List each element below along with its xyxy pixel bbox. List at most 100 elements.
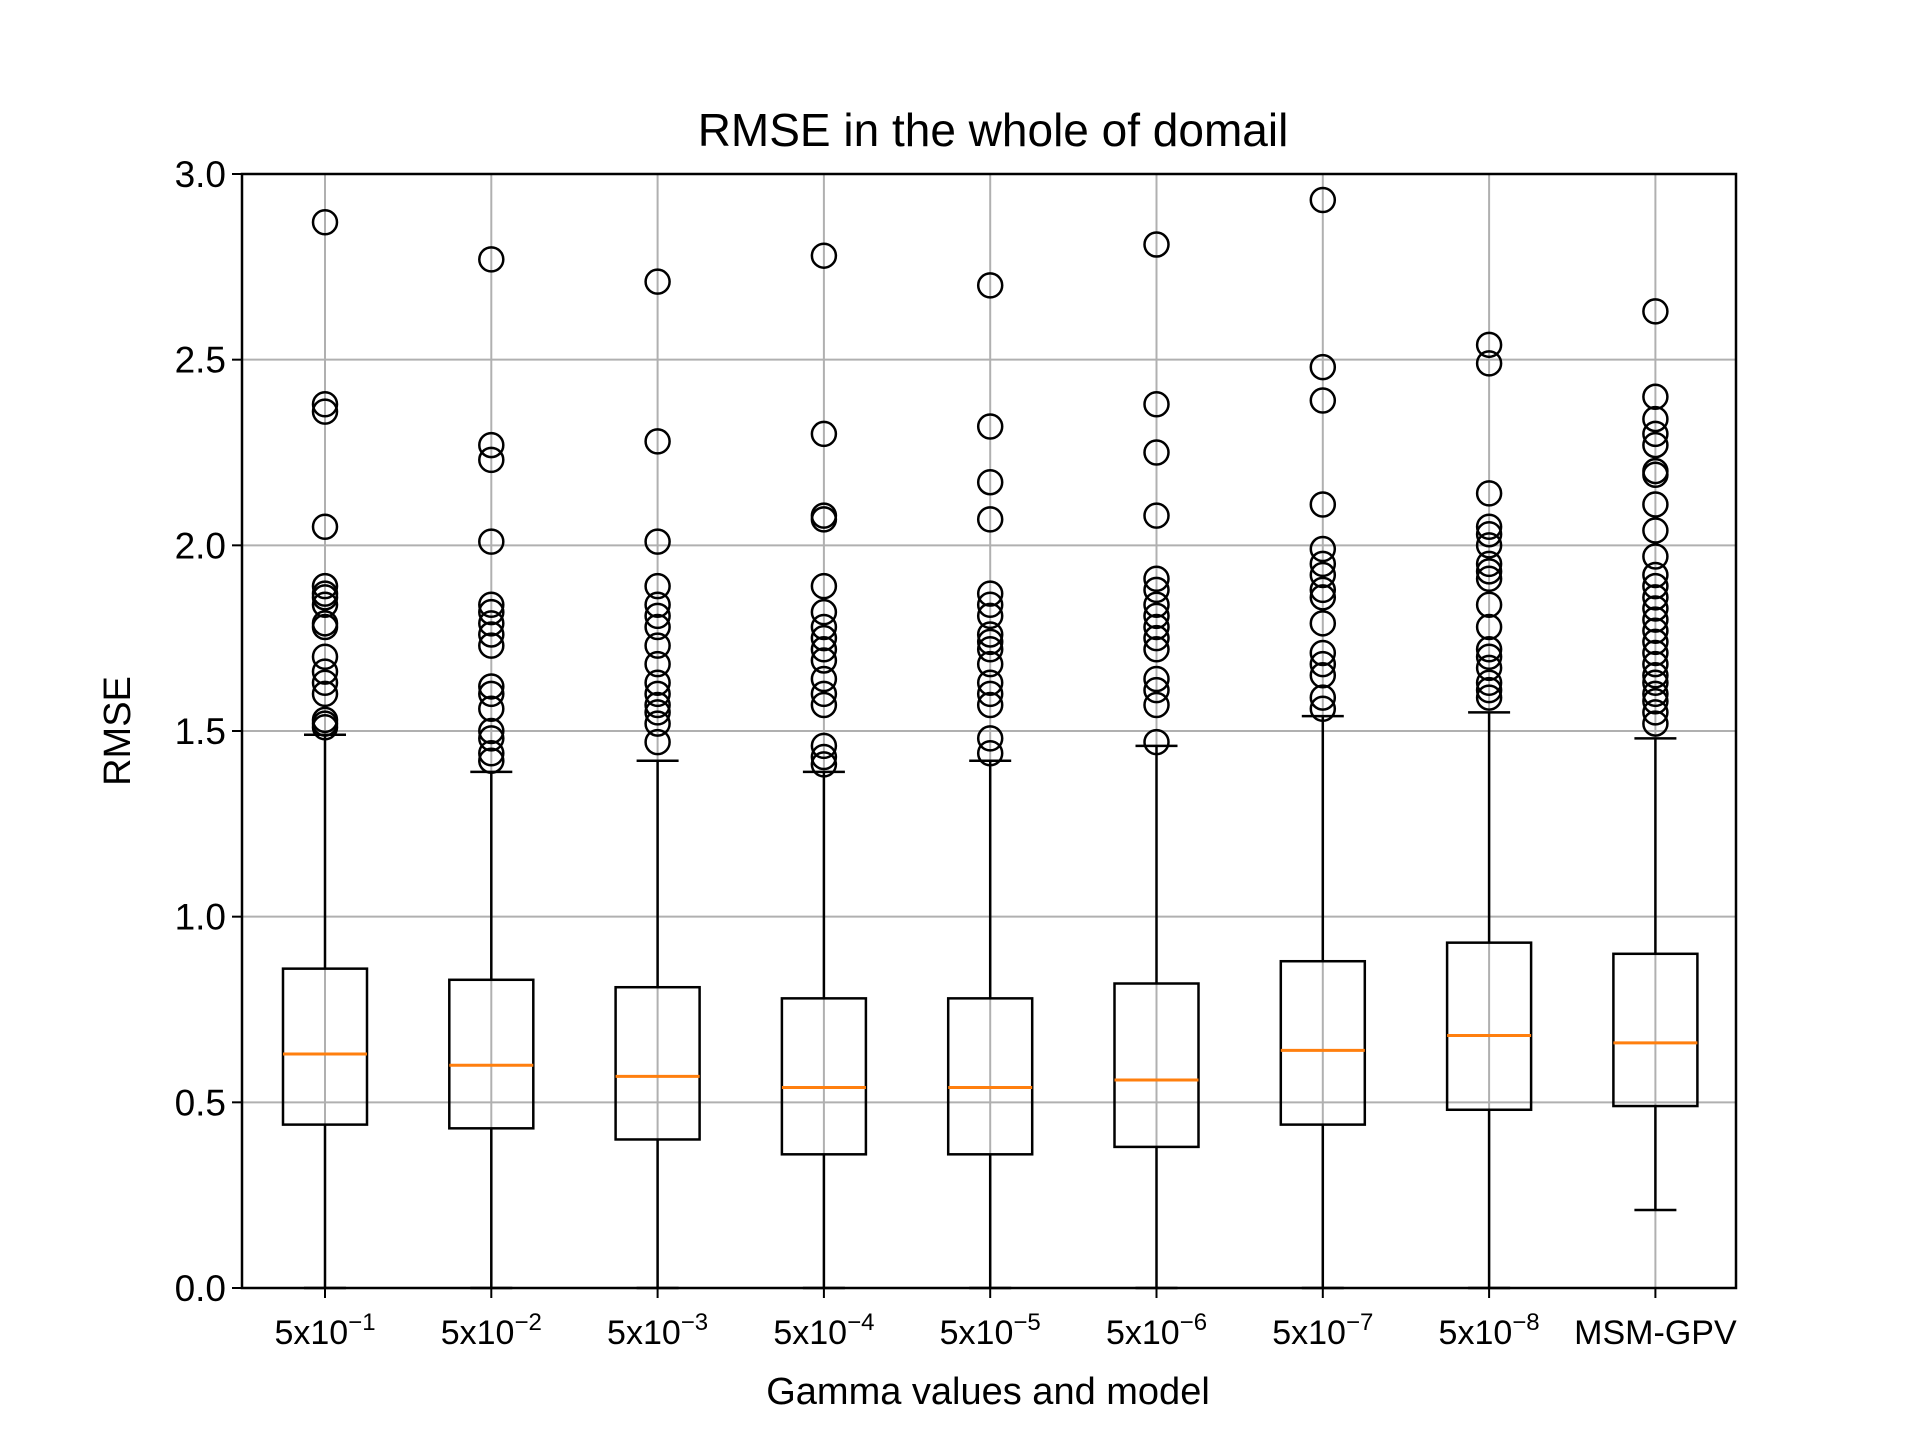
box-iqr bbox=[448, 978, 535, 1130]
outlier-point bbox=[1475, 532, 1503, 559]
outlier-point bbox=[810, 665, 838, 693]
outlier-point bbox=[1309, 684, 1337, 711]
outlier-point bbox=[1642, 669, 1669, 696]
x-tick-label: 5x10−2 bbox=[441, 1309, 542, 1352]
outlier-point bbox=[1143, 665, 1170, 693]
outlier-point bbox=[1642, 639, 1669, 667]
outlier-point bbox=[478, 680, 505, 708]
outlier-point bbox=[311, 572, 339, 600]
outlier-point bbox=[1642, 543, 1669, 570]
outlier-point bbox=[311, 209, 339, 236]
outlier-point bbox=[478, 446, 505, 474]
outlier-point bbox=[1143, 231, 1170, 258]
outlier-point bbox=[976, 602, 1004, 630]
outlier-point bbox=[478, 598, 505, 626]
x-tick-label: 5x10−6 bbox=[1106, 1309, 1207, 1352]
y-tick-label: 1.5 bbox=[175, 711, 226, 752]
outlier-point bbox=[1143, 728, 1170, 756]
outlier-point bbox=[1475, 480, 1503, 507]
outlier-point bbox=[644, 602, 671, 630]
outlier-point bbox=[1642, 628, 1669, 656]
outlier-point bbox=[1642, 420, 1669, 448]
outlier-point bbox=[1309, 550, 1337, 578]
outlier-point bbox=[810, 680, 838, 708]
outlier-point bbox=[976, 725, 1004, 752]
outlier-point bbox=[1475, 331, 1503, 359]
outlier-point bbox=[478, 610, 505, 637]
outlier-point bbox=[311, 706, 339, 734]
outlier-point bbox=[1642, 680, 1669, 708]
box-iqr bbox=[614, 985, 701, 1141]
outlier-point bbox=[1642, 517, 1669, 544]
outlier-point bbox=[810, 624, 838, 652]
outlier-point bbox=[644, 428, 671, 455]
outlier-point bbox=[810, 572, 838, 600]
outlier-point bbox=[976, 621, 1004, 648]
outlier-point bbox=[644, 632, 671, 659]
outlier-point bbox=[976, 691, 1004, 719]
outlier-point bbox=[644, 699, 671, 726]
outlier-point bbox=[1309, 387, 1337, 414]
outlier-point bbox=[1642, 662, 1669, 689]
outlier-point bbox=[1309, 695, 1337, 722]
y-tick-label: 3.0 bbox=[175, 154, 226, 195]
chart-title: RMSE in the whole of domail bbox=[698, 104, 1289, 156]
outlier-point bbox=[644, 691, 671, 719]
outlier-point bbox=[311, 580, 339, 607]
outlier-point bbox=[1475, 513, 1503, 541]
outlier-point bbox=[311, 669, 339, 696]
outlier-point bbox=[1475, 676, 1503, 704]
x-tick-label: 5x10−7 bbox=[1272, 1309, 1373, 1352]
outlier-point bbox=[478, 621, 505, 648]
outlier-point bbox=[644, 528, 671, 555]
outlier-point bbox=[1642, 650, 1669, 678]
y-tick-label: 0.0 bbox=[175, 1268, 226, 1309]
outlier-point bbox=[810, 691, 838, 719]
outlier-point bbox=[810, 242, 838, 269]
outlier-point bbox=[1642, 606, 1669, 633]
grid-lines bbox=[242, 173, 1736, 1289]
outlier-point bbox=[311, 513, 339, 541]
outlier-point bbox=[644, 728, 671, 756]
outlier-point bbox=[1475, 558, 1503, 585]
x-tick-label: 5x10−3 bbox=[607, 1309, 708, 1352]
outlier-point bbox=[810, 647, 838, 674]
outlier-point bbox=[810, 598, 838, 626]
x-tick-label: 5x10−4 bbox=[773, 1309, 874, 1352]
outlier-point bbox=[1143, 565, 1170, 593]
outlier-point bbox=[1475, 591, 1503, 618]
outlier-point bbox=[1309, 584, 1337, 611]
outlier-point bbox=[976, 636, 1004, 663]
box-iqr bbox=[946, 997, 1034, 1156]
outlier-point bbox=[478, 717, 505, 745]
outlier-point bbox=[311, 610, 339, 637]
outlier-point bbox=[810, 613, 838, 641]
outlier-point bbox=[1642, 617, 1669, 644]
box-iqr bbox=[281, 967, 369, 1126]
outlier-point bbox=[1143, 636, 1170, 663]
x-tick-label: MSM-GPV bbox=[1574, 1314, 1737, 1352]
x-tick-label: 5x10−1 bbox=[274, 1309, 375, 1352]
outlier-point bbox=[478, 740, 505, 767]
outlier-point bbox=[976, 580, 1004, 607]
outlier-point bbox=[644, 680, 671, 708]
outlier-point bbox=[1475, 565, 1503, 593]
outlier-point bbox=[1309, 662, 1337, 689]
outlier-point bbox=[644, 591, 671, 618]
box-iqr bbox=[1445, 941, 1533, 1112]
outlier-point bbox=[478, 725, 505, 752]
outlier-point bbox=[311, 643, 339, 670]
outlier-point bbox=[1143, 602, 1170, 630]
box-iqr bbox=[780, 997, 868, 1156]
outlier-point bbox=[1642, 710, 1669, 737]
outlier-point bbox=[1143, 439, 1170, 466]
outlier-point bbox=[1309, 353, 1337, 381]
y-axis-label: RMSE bbox=[97, 676, 139, 786]
outlier-point bbox=[478, 695, 505, 722]
outlier-point bbox=[1309, 535, 1337, 563]
outlier-point bbox=[1642, 572, 1669, 600]
outlier-point bbox=[644, 669, 671, 696]
outlier-point bbox=[1642, 699, 1669, 726]
outlier-point bbox=[1475, 520, 1503, 548]
